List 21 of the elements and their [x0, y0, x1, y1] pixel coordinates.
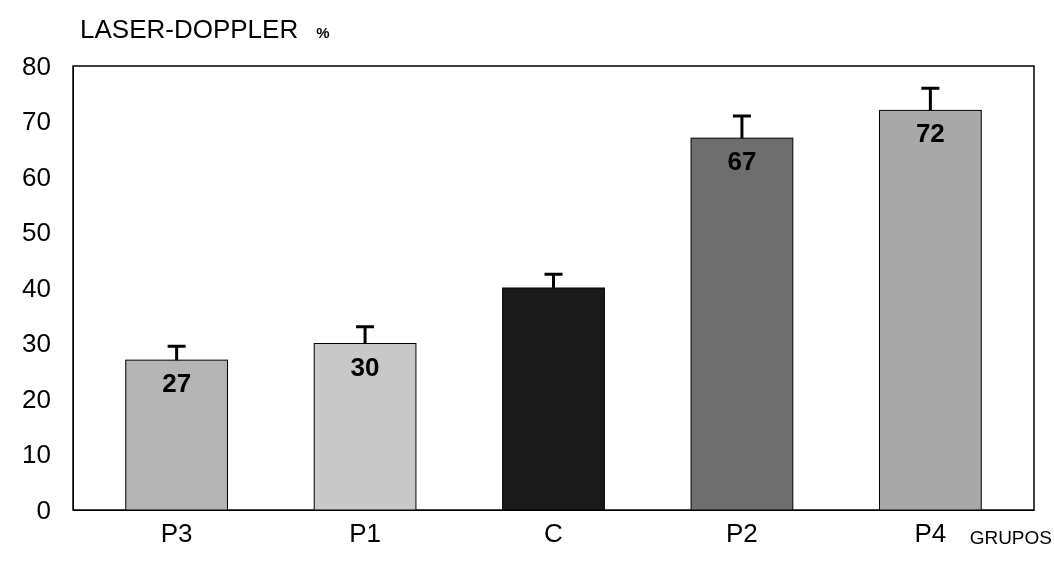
y-tick-label: 60 — [22, 161, 51, 192]
y-tick-label: 70 — [22, 106, 51, 137]
y-axis-title: % — [316, 24, 330, 41]
y-tick-label: 0 — [36, 494, 51, 525]
y-tick-label: 30 — [22, 328, 51, 359]
chart-title: LASER-DOPPLER — [80, 14, 299, 44]
x-tick-label: P4 — [914, 518, 947, 549]
y-tick-label: 80 — [22, 50, 51, 81]
y-tick-label: 50 — [22, 217, 51, 248]
y-tick-label: 10 — [22, 439, 51, 470]
x-tick-label: C — [544, 518, 563, 549]
x-tick-label: P3 — [160, 518, 193, 549]
x-tick-label: P2 — [726, 518, 758, 549]
data-label: 67 — [727, 146, 757, 177]
x-tick-label: P1 — [349, 518, 381, 549]
y-tick-label: 20 — [22, 383, 51, 414]
data-label: 27 — [162, 368, 192, 399]
data-label: 30 — [350, 351, 380, 382]
x-axis-title: GRUPOS — [969, 527, 1052, 548]
data-label: 72 — [915, 118, 945, 149]
y-tick-label: 40 — [22, 272, 51, 303]
